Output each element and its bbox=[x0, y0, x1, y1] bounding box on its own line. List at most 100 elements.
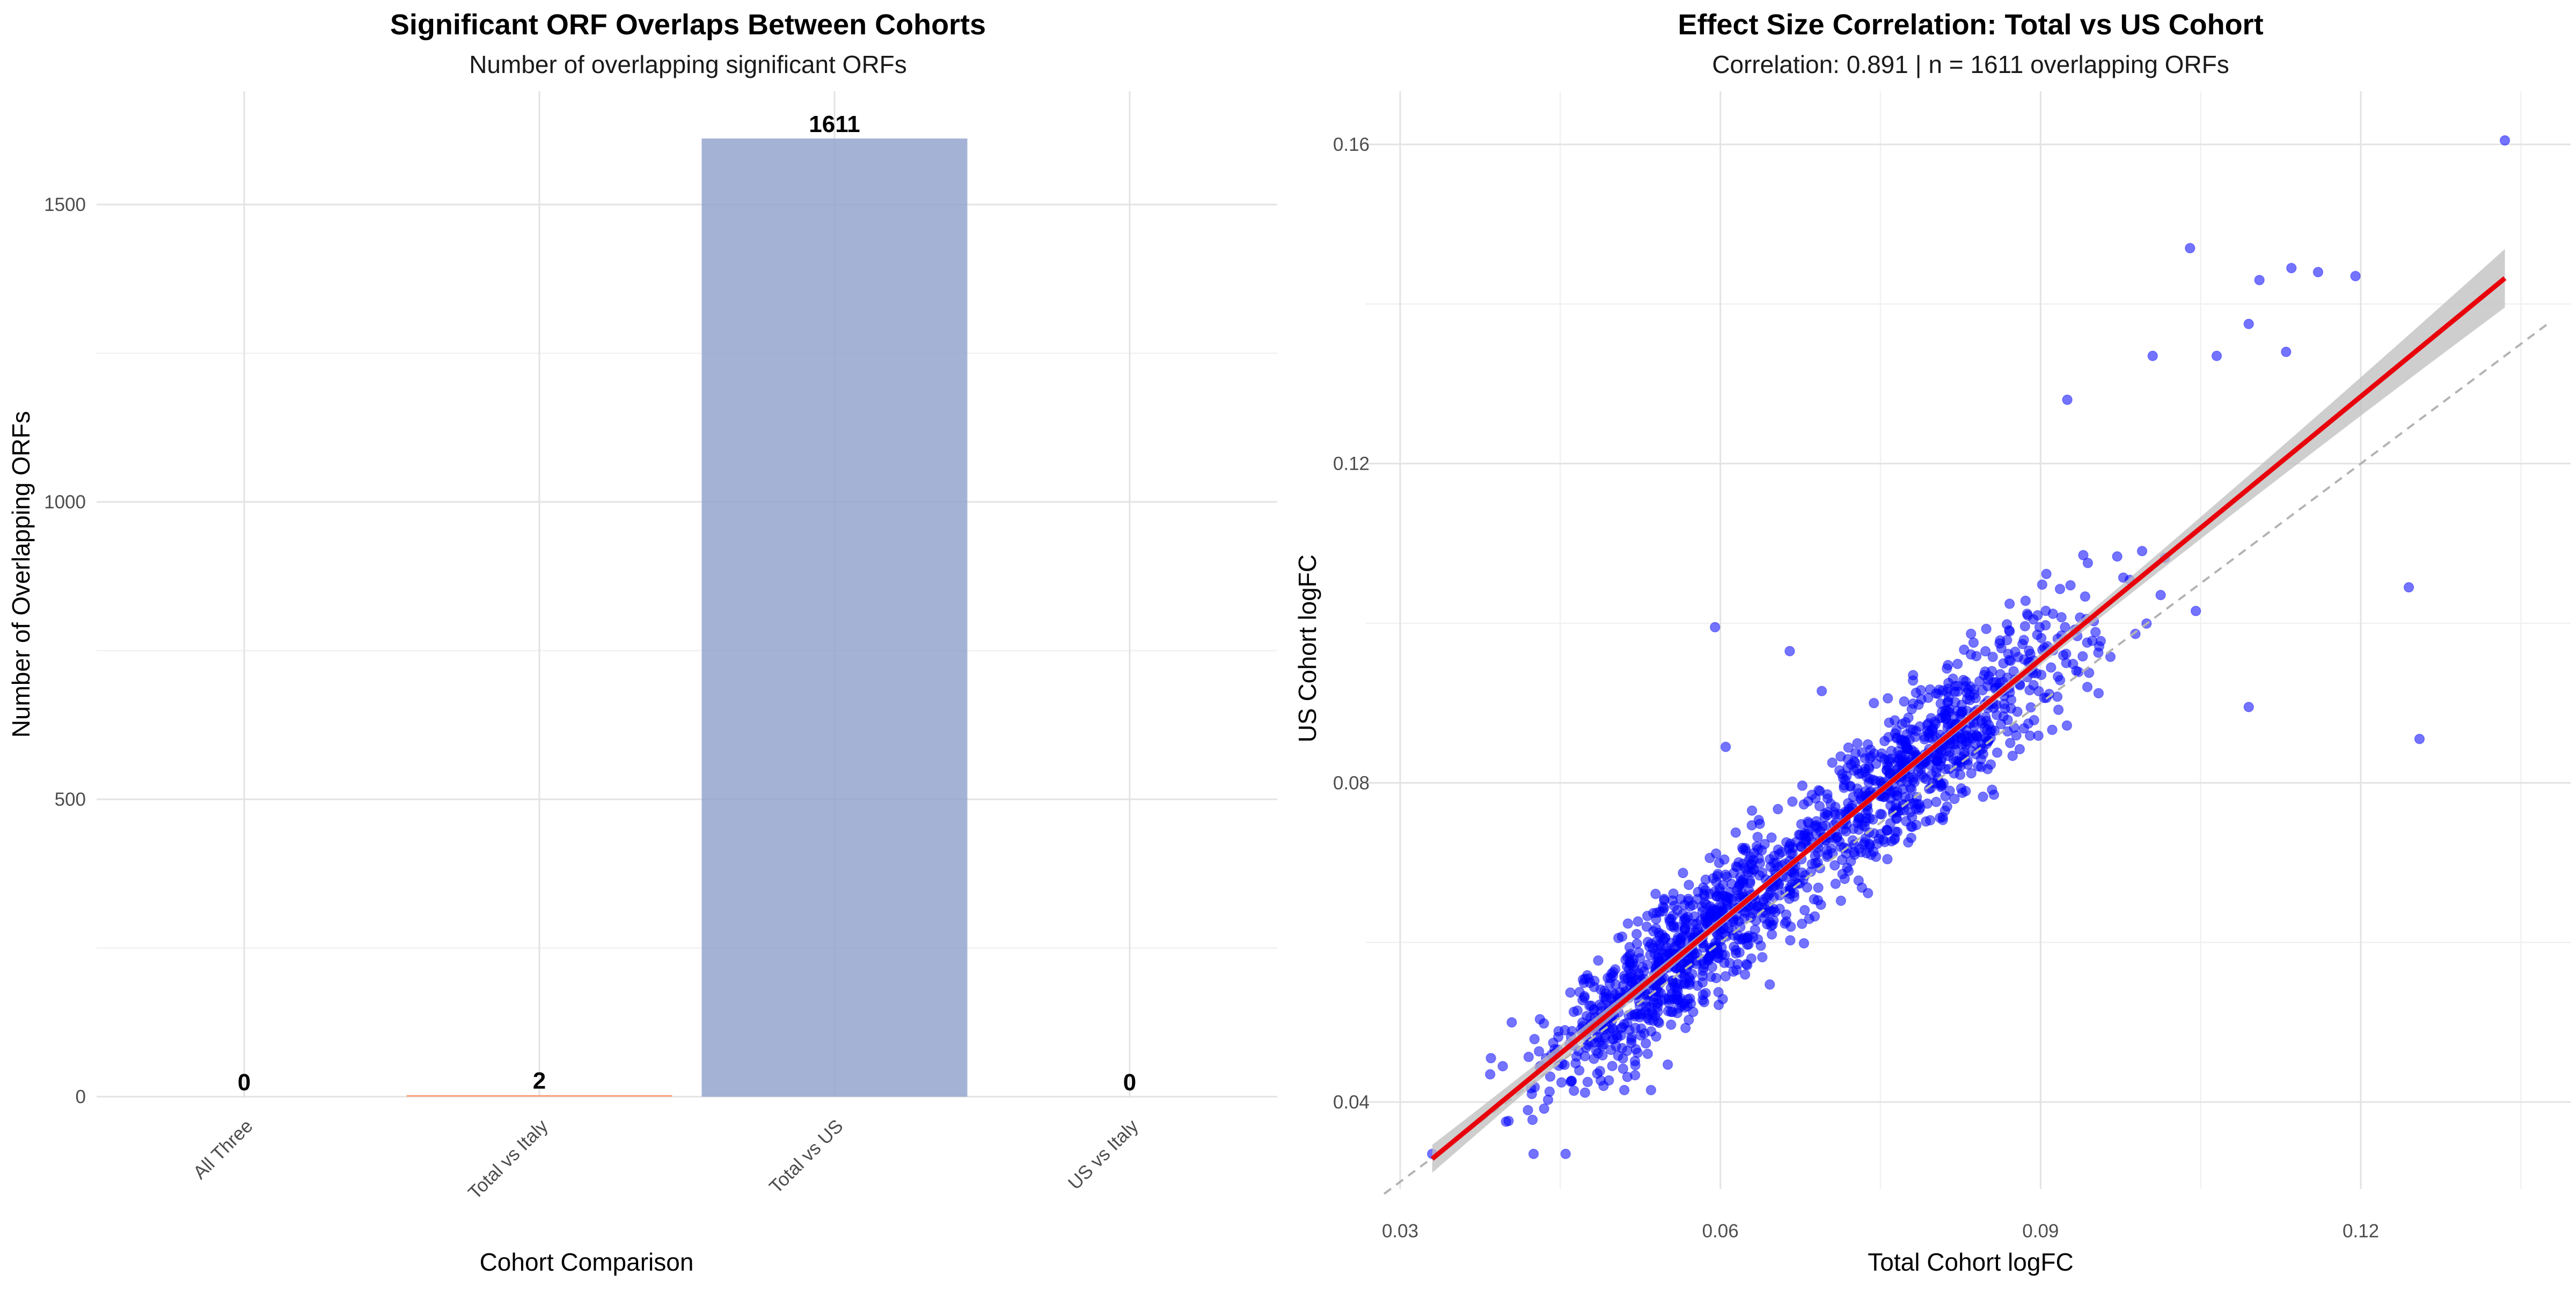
scatter-point bbox=[1814, 800, 1825, 812]
scatter-point bbox=[2136, 545, 2148, 557]
scatter-point bbox=[2414, 733, 2425, 745]
scatter-point bbox=[1908, 775, 1919, 785]
scatter-point bbox=[1740, 907, 1751, 918]
scatter-point bbox=[1923, 718, 1934, 729]
scatter-point bbox=[1724, 887, 1736, 898]
scatter-point bbox=[2024, 730, 2036, 741]
scatter-point bbox=[1734, 947, 1745, 958]
scatter-point bbox=[1675, 933, 1686, 944]
scatter-point bbox=[2040, 620, 2051, 631]
scatter-point bbox=[1883, 762, 1894, 773]
scatter-point bbox=[2312, 267, 2324, 278]
scatter-point bbox=[1936, 753, 1947, 764]
scatter-point bbox=[1526, 1089, 1538, 1099]
scatter-point bbox=[1605, 1045, 1616, 1055]
scatter-point bbox=[1945, 738, 1956, 749]
bar-chart-y-tick-label: 0 bbox=[76, 1086, 86, 1107]
scatter-point bbox=[1667, 975, 1678, 987]
scatter-point bbox=[2060, 622, 2070, 633]
scatter-point bbox=[1743, 939, 1754, 950]
scatter-point bbox=[1700, 988, 1711, 998]
scatter-point bbox=[1646, 1006, 1657, 1017]
scatter-x-tick-label: 0.09 bbox=[2022, 1221, 2059, 1242]
scatter-point bbox=[1952, 681, 1964, 691]
scatter-point bbox=[1816, 899, 1826, 910]
scatter-point bbox=[1923, 692, 1934, 703]
scatter-point bbox=[1589, 1053, 1599, 1064]
scatter-point bbox=[1750, 924, 1761, 935]
scatter-point bbox=[1692, 948, 1702, 959]
scatter-point bbox=[1619, 1084, 1630, 1096]
scatter-point bbox=[2155, 589, 2166, 601]
scatter-point bbox=[2014, 743, 2025, 755]
scatter-point bbox=[1709, 622, 1721, 633]
scatter-point bbox=[1684, 879, 1694, 891]
bar-chart-y-axis-label: Number of Overlapping ORFs bbox=[7, 411, 35, 738]
bar-chart-grid bbox=[97, 91, 1277, 1098]
scatter-point bbox=[1706, 905, 1717, 916]
scatter-point bbox=[1647, 943, 1658, 954]
scatter-point bbox=[2090, 626, 2101, 638]
scatter-point bbox=[1645, 1084, 1657, 1096]
scatter-point bbox=[1860, 763, 1871, 774]
scatter-point bbox=[1728, 915, 1739, 926]
scatter-point bbox=[2082, 682, 2093, 692]
scatter-point bbox=[1981, 623, 1992, 634]
scatter-point bbox=[1987, 651, 1998, 662]
scatter-point bbox=[1814, 786, 1825, 797]
scatter-point bbox=[2020, 595, 2031, 606]
scatter-y-tick-label: 0.12 bbox=[1333, 454, 1370, 475]
scatter-point bbox=[1556, 1077, 1567, 1088]
scatter-point bbox=[2286, 262, 2297, 274]
scatter-point bbox=[1641, 1038, 1651, 1049]
scatter-point bbox=[2022, 610, 2033, 621]
bar-chart-value-labels: 0 2 1611 0 bbox=[238, 111, 1136, 1096]
scatter-point bbox=[1942, 660, 1953, 670]
scatter-point bbox=[1916, 769, 1927, 780]
scatter-point bbox=[1906, 704, 1917, 714]
scatter-point bbox=[1980, 646, 1991, 657]
scatter-point bbox=[2190, 606, 2201, 616]
scatter-point bbox=[2011, 730, 2022, 741]
scatter-point bbox=[1911, 687, 1921, 698]
scatter-point bbox=[1701, 918, 1712, 929]
scatter-point bbox=[1662, 1059, 1673, 1070]
scatter-point bbox=[1743, 867, 1754, 878]
scatter-point bbox=[1978, 791, 1988, 803]
scatter-point bbox=[2053, 704, 2064, 716]
scatter-point bbox=[1956, 733, 1967, 744]
scatter-point bbox=[1544, 1086, 1555, 1097]
scatter-point bbox=[2047, 608, 2059, 619]
scatter-point bbox=[1582, 1076, 1593, 1088]
scatter-point bbox=[1569, 1085, 1579, 1096]
scatter-point bbox=[1728, 966, 1739, 977]
scatter-point bbox=[1875, 808, 1886, 820]
scatter-point bbox=[1871, 758, 1882, 769]
scatter-point bbox=[1746, 820, 1757, 831]
scatter-point bbox=[1834, 765, 1845, 776]
scatter-point bbox=[1899, 696, 1909, 707]
scatter-point bbox=[1827, 757, 1838, 768]
scatter-point bbox=[1619, 1018, 1630, 1030]
scatter-point bbox=[1681, 965, 1692, 975]
scatter-point bbox=[1622, 1071, 1633, 1082]
scatter-point bbox=[1648, 926, 1659, 937]
scatter-point bbox=[1931, 767, 1942, 778]
scatter-point bbox=[1620, 954, 1631, 965]
scatter-point bbox=[2065, 580, 2076, 591]
scatter-point bbox=[1728, 867, 1739, 879]
scatter-point bbox=[1838, 773, 1849, 784]
scatter-point bbox=[2093, 688, 2104, 699]
scatter-grid bbox=[1366, 91, 2571, 1189]
scatter-point bbox=[2028, 680, 2039, 691]
scatter-point bbox=[1854, 843, 1864, 854]
scatter-x-tick-label: 0.03 bbox=[1382, 1221, 1418, 1242]
scatter-point bbox=[1688, 918, 1699, 930]
scatter-point bbox=[2006, 694, 2017, 705]
scatter-point bbox=[1819, 808, 1831, 819]
scatter-point bbox=[1977, 685, 1988, 696]
scatter-point bbox=[1820, 820, 1831, 832]
bar-1 bbox=[406, 1095, 672, 1097]
scatter-point bbox=[1570, 1058, 1581, 1069]
